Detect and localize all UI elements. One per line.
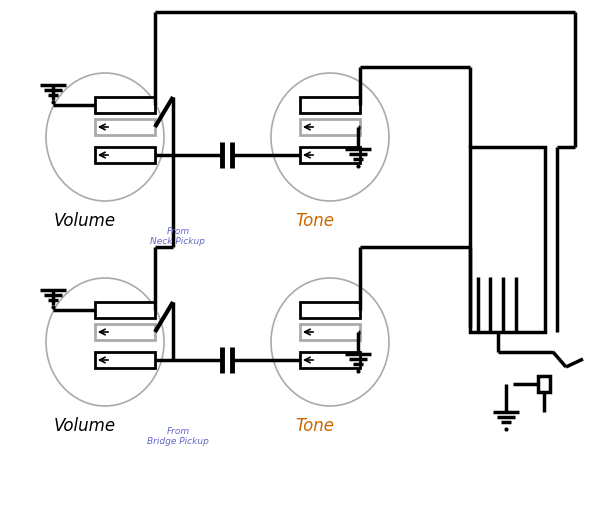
Bar — [300, 119, 360, 135]
Text: From
Neck Pickup: From Neck Pickup — [151, 227, 205, 247]
Bar — [300, 352, 360, 368]
Bar — [95, 324, 155, 340]
Ellipse shape — [271, 278, 389, 406]
Ellipse shape — [46, 73, 164, 201]
Bar — [95, 302, 155, 318]
Bar — [300, 324, 360, 340]
Text: Volume: Volume — [54, 212, 116, 230]
Bar — [300, 147, 360, 163]
Text: Tone: Tone — [296, 212, 335, 230]
Text: From
Bridge Pickup: From Bridge Pickup — [147, 427, 209, 446]
Bar — [300, 302, 360, 318]
Bar — [470, 147, 545, 332]
Text: Volume: Volume — [54, 417, 116, 435]
Ellipse shape — [271, 73, 389, 201]
Ellipse shape — [46, 278, 164, 406]
Bar — [95, 97, 155, 113]
Bar — [95, 352, 155, 368]
Bar — [95, 119, 155, 135]
Bar — [95, 147, 155, 163]
Bar — [300, 97, 360, 113]
Bar — [538, 376, 550, 392]
Text: Tone: Tone — [296, 417, 335, 435]
